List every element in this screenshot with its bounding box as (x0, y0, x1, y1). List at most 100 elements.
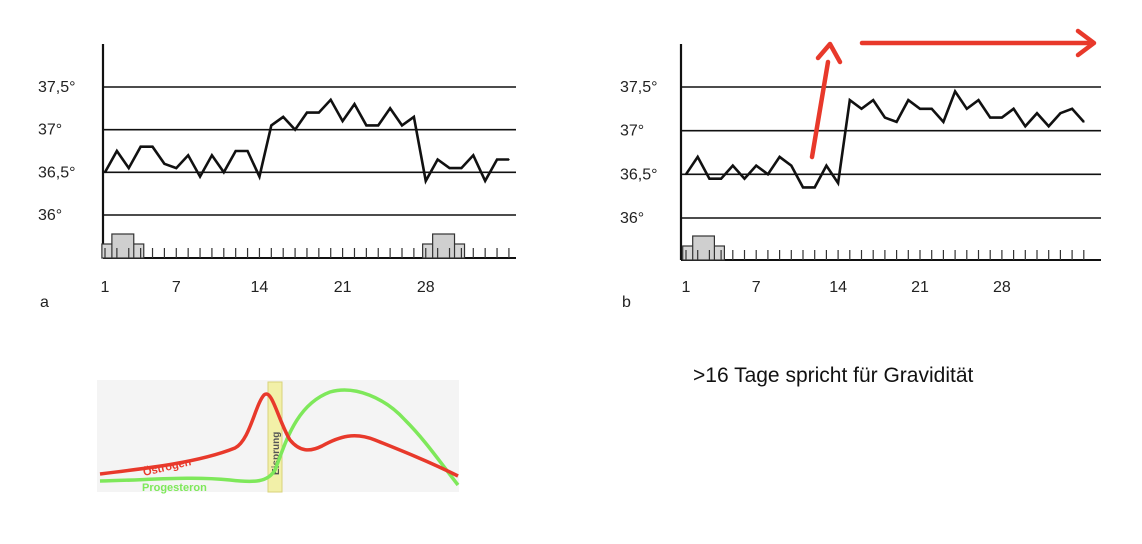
temperature-point (1047, 125, 1050, 128)
temperature-point (116, 150, 118, 152)
temperature-point (199, 175, 201, 178)
y-tick-label: 37° (620, 123, 644, 140)
temperature-point (377, 124, 380, 127)
x-tick-label: 1 (101, 279, 110, 296)
x-tick-label: 7 (172, 279, 181, 296)
temperature-point (246, 150, 249, 152)
temperature-point (720, 177, 722, 180)
temperature-point (413, 116, 415, 118)
y-tick-label: 36,5° (38, 164, 76, 181)
temperature-point (508, 158, 510, 161)
temperature-point (1036, 112, 1038, 114)
temperature-point (270, 124, 273, 127)
bbt-chart-a: 37,5° 37° 36,5° 36° 1 7 14 21 28 a (38, 44, 516, 311)
temperature-point (104, 171, 106, 174)
temperature-point (790, 164, 793, 167)
temperature-point (353, 103, 356, 105)
temperature-point (837, 182, 839, 184)
temperature-point (365, 124, 368, 127)
duration-arrow-head (1075, 28, 1097, 58)
temperature-point (223, 171, 225, 174)
menses-block (432, 233, 456, 259)
y-tick-label: 37,5° (38, 79, 76, 96)
temperature-point (151, 145, 154, 148)
temperature-line (684, 88, 1085, 189)
ovulation-label: Eisprung (271, 432, 282, 475)
panel-label: b (622, 294, 631, 311)
temperature-point (872, 99, 874, 101)
temperature-point (401, 124, 403, 127)
temperature-point (930, 108, 933, 110)
y-tick-label: 37,5° (620, 79, 658, 96)
temperature-point (187, 154, 189, 157)
temperature-point (139, 145, 142, 148)
temperature-point (802, 186, 804, 189)
temperature-point (743, 177, 746, 180)
y-tick-label: 36,5° (620, 166, 658, 183)
temperature-point (907, 99, 910, 101)
x-tick-label: 7 (752, 279, 761, 296)
temperature-point (755, 164, 757, 167)
rise-arrow-shaft (809, 59, 831, 160)
panel-label: a (40, 294, 49, 311)
temperature-point (389, 107, 391, 110)
temperature-point (163, 163, 166, 165)
progesterone-curve (99, 388, 460, 487)
temperature-point (884, 116, 886, 119)
temperature-point (329, 99, 332, 101)
temperature-point (696, 156, 699, 158)
temperature-point (1001, 116, 1003, 119)
temperature-point (424, 180, 427, 182)
temperature-point (211, 154, 213, 157)
temperature-point (708, 177, 711, 180)
y-tick-label: 36° (38, 207, 62, 224)
temperature-point (234, 150, 237, 152)
temperature-point (175, 167, 178, 169)
temperature-point (484, 180, 486, 182)
temperature-point (258, 175, 261, 178)
y-tick-label: 37° (38, 122, 62, 139)
x-tick-label: 14 (829, 279, 847, 296)
temperature-point (460, 167, 463, 169)
rise-arrow-head (815, 41, 843, 65)
temperature-point (778, 156, 781, 158)
temperature-point (977, 99, 980, 101)
pregnancy-note: >16 Tage spricht für Gravidität (693, 364, 974, 387)
temperature-point (1059, 112, 1062, 114)
temperature-point (496, 158, 498, 161)
menses-block (111, 233, 135, 259)
temperature-point (849, 99, 851, 101)
x-tick-label: 21 (334, 279, 352, 296)
temperature-point (685, 173, 687, 176)
temperature-point (732, 164, 734, 167)
temperature-point (895, 121, 898, 123)
temperature-point (966, 108, 968, 110)
bbt-chart-b: 37,5° 37° 36,5° 36° 1 7 14 21 28 b (620, 44, 1101, 311)
temperature-point (954, 90, 956, 93)
y-tick-label: 36° (620, 210, 644, 227)
temperature-point (1024, 125, 1027, 128)
temperature-point (294, 128, 296, 131)
temperature-point (318, 111, 320, 114)
temperature-point (472, 154, 475, 157)
temperature-point (942, 121, 945, 123)
annotation-arrows (809, 28, 1097, 160)
temperature-point (919, 108, 921, 110)
temperature-point (860, 108, 863, 110)
x-tick-label: 14 (251, 279, 269, 296)
temperature-point (825, 164, 828, 167)
temperature-point (127, 167, 130, 169)
progesterone-label: Progesteron (142, 482, 207, 494)
temperature-point (767, 173, 769, 176)
temperature-point (1083, 121, 1085, 123)
x-tick-label: 28 (993, 279, 1011, 296)
temperature-point (306, 111, 308, 114)
temperature-point (448, 167, 451, 169)
temperature-point (282, 116, 285, 118)
temperature-point (989, 116, 991, 119)
temperature-point (1071, 108, 1073, 110)
temperature-point (1012, 108, 1015, 110)
x-tick-label: 21 (911, 279, 929, 296)
